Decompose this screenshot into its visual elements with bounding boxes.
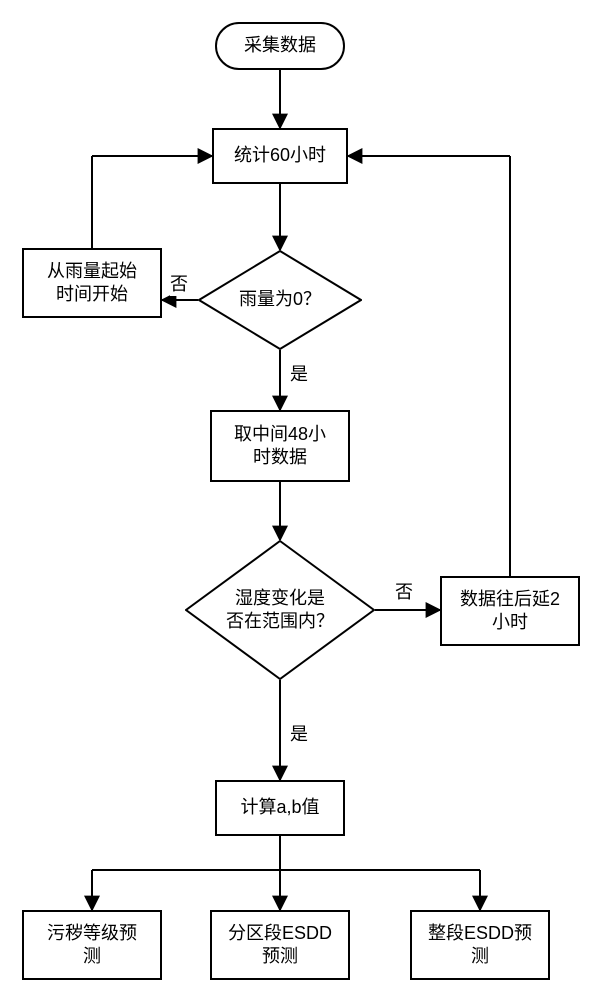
node-take-48h: 取中间48小时数据: [210, 410, 350, 482]
label: 湿度变化是否在范围内？: [226, 587, 334, 634]
label: 污秽等级预测: [47, 922, 137, 969]
label: 数据往后延2小时: [460, 588, 560, 635]
node-stat60: 统计60小时: [212, 128, 348, 184]
node-out-full-esdd: 整段ESDD预测: [410, 910, 550, 980]
label: 计算a,b值: [240, 796, 319, 819]
flowchart-canvas: 采集数据 统计60小时 从雨量起始时间开始 雨量为0？ 取中间48小时数据 湿度…: [0, 0, 594, 1000]
label: 取中间48小时数据: [234, 423, 326, 470]
label: 雨量为0？: [239, 288, 321, 311]
edge-label-no-1: 否: [170, 270, 188, 296]
label: 采集数据: [244, 34, 316, 57]
edge-label-yes-1: 是: [290, 360, 308, 386]
edge-label-no-2: 否: [395, 578, 413, 604]
node-from-rain: 从雨量起始时间开始: [22, 248, 162, 318]
node-decision-humidity: 湿度变化是否在范围内？: [185, 540, 375, 680]
node-start: 采集数据: [215, 22, 345, 70]
node-calc-ab: 计算a,b值: [215, 780, 345, 836]
node-out-pollution-level: 污秽等级预测: [22, 910, 162, 980]
label: 整段ESDD预测: [428, 922, 532, 969]
label: 从雨量起始时间开始: [47, 260, 137, 307]
node-out-segment-esdd: 分区段ESDD预测: [210, 910, 350, 980]
node-delay-2h: 数据往后延2小时: [440, 576, 580, 646]
node-decision-rain-zero: 雨量为0？: [198, 250, 362, 350]
label: 统计60小时: [234, 144, 326, 167]
label: 分区段ESDD预测: [228, 922, 332, 969]
edge-label-yes-2: 是: [290, 720, 308, 746]
